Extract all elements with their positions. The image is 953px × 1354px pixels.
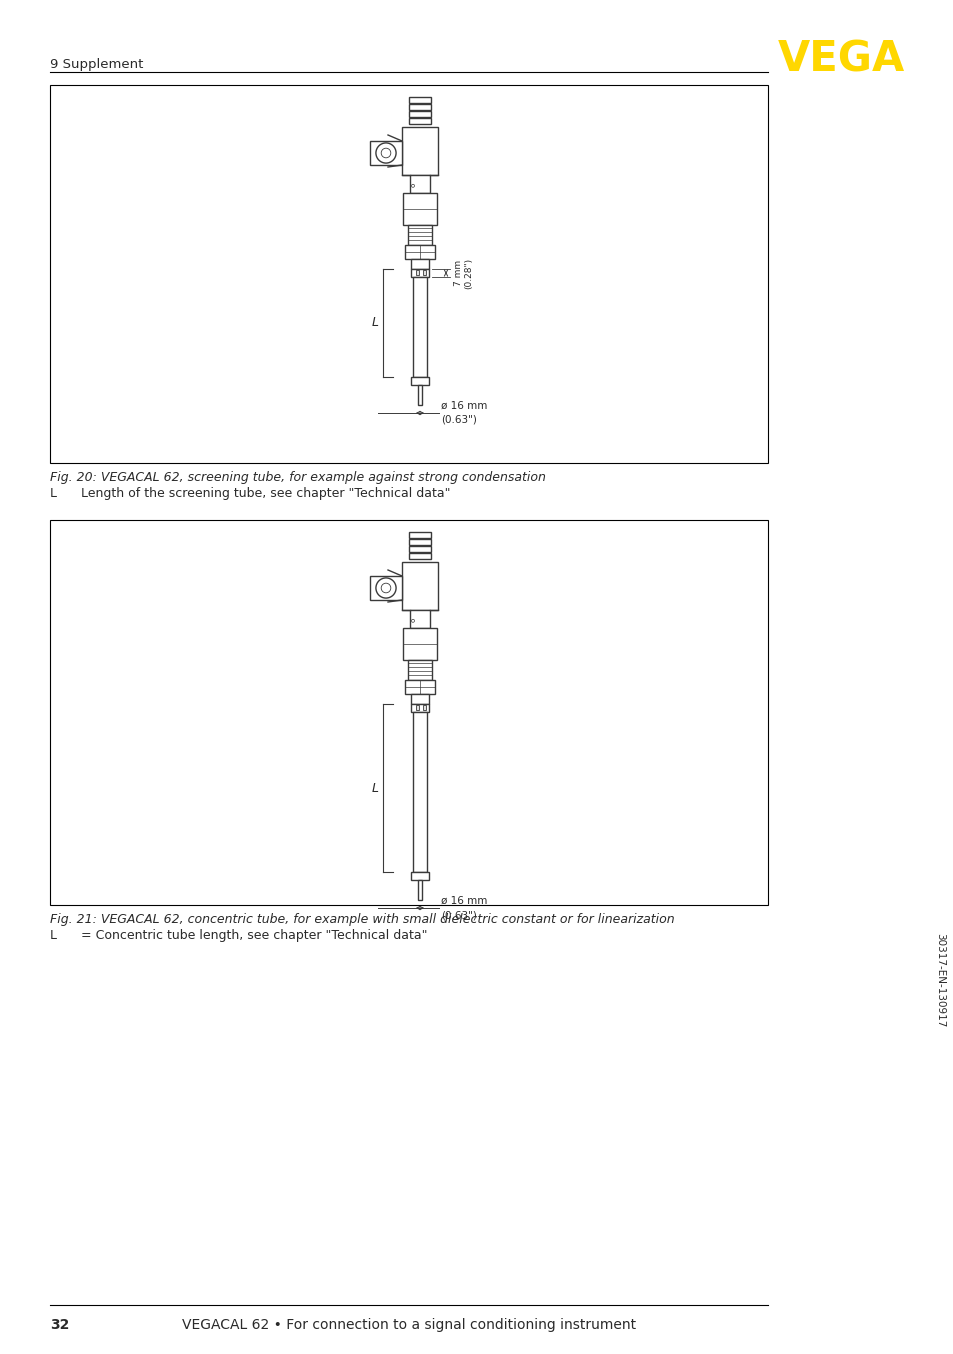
Text: 30317-EN-130917: 30317-EN-130917 [934,933,944,1028]
Bar [416,705,418,709]
Bar [370,575,401,600]
Bar [402,194,436,225]
Bar [411,259,429,269]
Text: (0.63"): (0.63") [440,910,476,919]
Text: L      = Concentric tube length, see chapter "Technical data": L = Concentric tube length, see chapter … [50,929,427,942]
Circle shape [411,619,414,623]
Bar [417,385,421,405]
Bar [402,628,436,659]
Bar [370,141,401,165]
Bar [411,872,429,880]
Text: 7 mm
(0.28"): 7 mm (0.28") [454,257,473,288]
Bar [411,704,429,712]
Bar [410,611,430,628]
Text: L: L [372,317,378,329]
Text: VEGA: VEGA [777,38,904,80]
Bar [408,225,432,245]
Bar [409,552,431,559]
Text: L: L [372,781,378,795]
Bar [50,85,767,463]
Circle shape [375,578,395,598]
Text: 9 Supplement: 9 Supplement [50,58,143,70]
Circle shape [381,148,391,158]
Bar [405,680,435,695]
Text: 32: 32 [50,1317,70,1332]
Text: L      Length of the screening tube, see chapter "Technical data": L Length of the screening tube, see chap… [50,487,450,500]
Circle shape [411,184,414,187]
Bar [409,118,431,125]
Text: VEGACAL 62 • For connection to a signal conditioning instrument: VEGACAL 62 • For connection to a signal … [182,1317,636,1332]
Bar [411,269,429,278]
Bar [401,562,437,611]
Circle shape [381,584,391,593]
Bar [413,278,427,376]
Bar [413,712,427,872]
Bar [409,97,431,103]
Text: ø 16 mm: ø 16 mm [440,896,487,906]
Bar [409,546,431,552]
Bar [409,111,431,116]
Bar [410,175,430,194]
Bar [417,880,421,900]
Bar [401,127,437,175]
Text: (0.63"): (0.63") [440,414,476,425]
Text: ø 16 mm: ø 16 mm [440,401,487,412]
Text: Fig. 21: VEGACAL 62, concentric tube, for example with small dielectric constant: Fig. 21: VEGACAL 62, concentric tube, fo… [50,913,674,926]
Bar [422,705,426,709]
Bar [50,520,767,904]
Bar [409,104,431,110]
Bar [409,532,431,538]
Bar [405,245,435,259]
Bar [411,376,429,385]
Bar [408,659,432,680]
Bar [409,539,431,546]
Bar [422,269,426,275]
Circle shape [375,144,395,162]
Bar [416,269,418,275]
Text: Fig. 20: VEGACAL 62, screening tube, for example against strong condensation: Fig. 20: VEGACAL 62, screening tube, for… [50,471,545,483]
Bar [411,695,429,704]
